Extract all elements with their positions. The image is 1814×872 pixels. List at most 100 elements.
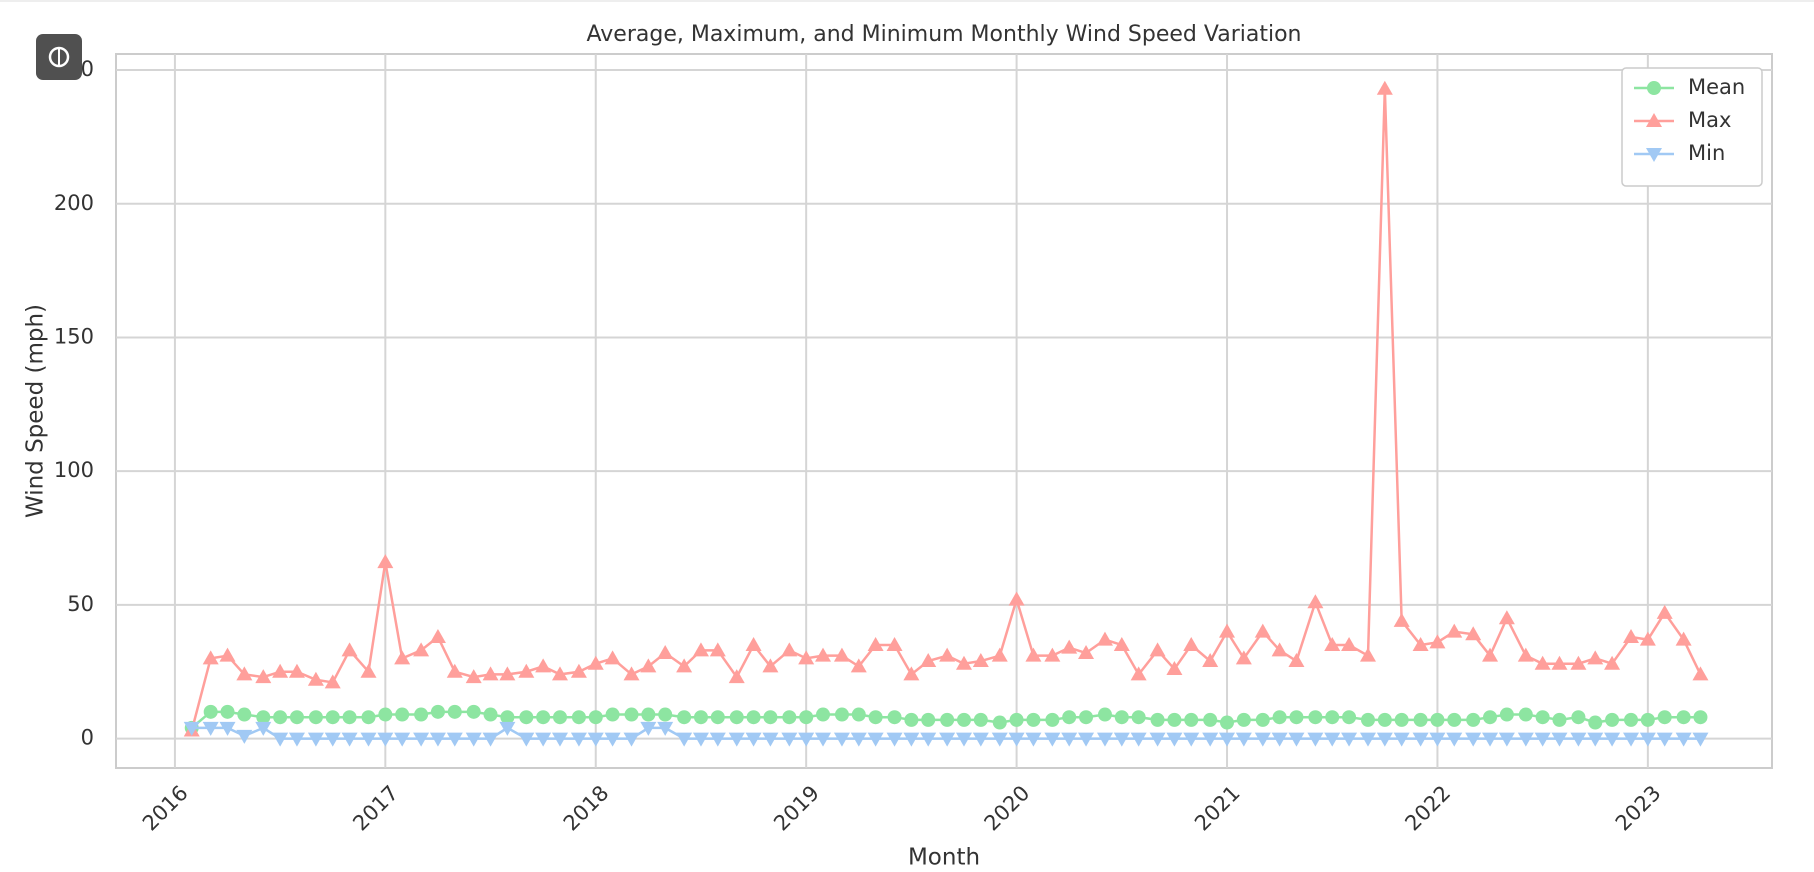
marker	[429, 732, 446, 747]
marker	[605, 707, 620, 722]
marker	[1307, 594, 1324, 609]
x-axis-label: Month	[908, 845, 980, 871]
marker	[447, 704, 462, 719]
marker	[414, 707, 429, 722]
marker	[1026, 712, 1041, 727]
marker	[1341, 636, 1358, 651]
marker	[781, 732, 798, 747]
marker	[850, 658, 867, 673]
marker	[342, 710, 357, 725]
marker	[1604, 655, 1621, 670]
marker	[1062, 710, 1077, 725]
marker	[868, 710, 883, 725]
x-tick-label: 2017	[348, 781, 403, 836]
marker	[1324, 636, 1341, 651]
legend-marker	[1647, 81, 1661, 95]
marker	[1113, 636, 1130, 651]
marker	[1220, 715, 1235, 730]
marker	[1430, 712, 1445, 727]
marker	[1236, 712, 1251, 727]
marker	[237, 707, 252, 722]
marker	[692, 642, 709, 657]
marker	[851, 707, 866, 722]
marker	[833, 647, 850, 662]
marker	[1483, 710, 1498, 725]
marker	[1639, 732, 1656, 747]
marker	[693, 710, 708, 725]
marker	[762, 658, 779, 673]
marker	[1377, 712, 1392, 727]
marker	[920, 732, 937, 747]
marker	[1588, 715, 1603, 730]
marker	[1045, 712, 1060, 727]
marker	[1114, 710, 1129, 725]
marker	[588, 710, 603, 725]
marker	[1429, 634, 1446, 649]
marker	[939, 732, 956, 747]
assistant-icon[interactable]	[36, 34, 82, 80]
marker	[288, 732, 305, 747]
marker	[657, 721, 674, 736]
marker	[1359, 647, 1376, 662]
marker	[552, 710, 567, 725]
marker	[325, 710, 340, 725]
marker	[551, 732, 568, 747]
marker	[341, 642, 358, 657]
marker	[1693, 710, 1708, 725]
marker	[1482, 647, 1499, 662]
marker	[1271, 732, 1288, 747]
marker	[255, 669, 272, 684]
marker	[1656, 732, 1673, 747]
marker	[1254, 732, 1271, 747]
marker	[1131, 710, 1146, 725]
marker	[1289, 710, 1304, 725]
marker	[973, 712, 988, 727]
x-tick-label: 2023	[1611, 781, 1666, 836]
marker	[834, 707, 849, 722]
marker	[1446, 732, 1463, 747]
marker	[1130, 732, 1147, 747]
marker	[219, 647, 236, 662]
legend-label: Min	[1688, 141, 1725, 165]
marker	[1150, 712, 1165, 727]
x-tick-label: 2020	[980, 781, 1035, 836]
legend: Mean Max Min	[1621, 67, 1763, 187]
marker	[236, 666, 253, 681]
marker	[519, 710, 534, 725]
plot-frame	[115, 53, 1773, 769]
marker	[1254, 623, 1271, 638]
marker	[1097, 707, 1112, 722]
marker	[499, 721, 516, 736]
marker	[1499, 707, 1514, 722]
marker	[955, 655, 972, 670]
marker	[729, 710, 744, 725]
marker	[1465, 732, 1482, 747]
marker	[1044, 647, 1061, 662]
marker	[991, 732, 1008, 747]
x-tick-label: 2016	[138, 781, 193, 836]
marker	[273, 710, 288, 725]
y-tick-label: 100	[54, 458, 94, 482]
marker	[903, 666, 920, 681]
marker	[518, 732, 535, 747]
marker	[762, 732, 779, 747]
marker	[1604, 732, 1621, 747]
marker	[940, 712, 955, 727]
marker	[394, 650, 411, 665]
marker	[1675, 631, 1692, 646]
marker	[1009, 712, 1024, 727]
marker	[429, 628, 446, 643]
marker	[1376, 732, 1393, 747]
marker	[446, 732, 463, 747]
marker	[886, 732, 903, 747]
marker	[745, 636, 762, 651]
marker	[709, 732, 726, 747]
marker	[360, 732, 377, 747]
marker	[1025, 647, 1042, 662]
marker	[256, 710, 271, 725]
marker	[288, 663, 305, 678]
marker	[623, 666, 640, 681]
marker	[1623, 628, 1640, 643]
marker	[1393, 732, 1410, 747]
